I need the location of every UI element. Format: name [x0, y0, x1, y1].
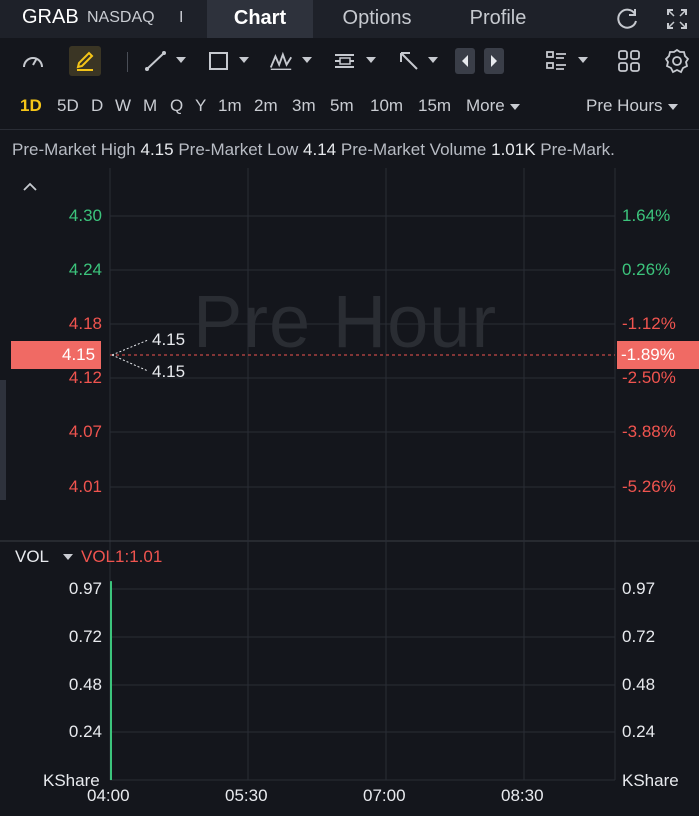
period-m[interactable]: M — [143, 96, 158, 115]
scroll-right-button[interactable] — [484, 48, 504, 74]
scroll-right-icon — [491, 55, 497, 67]
pre-market-info-bar: Pre-Market High 4.15 Pre-Market Low 4.14… — [12, 140, 699, 164]
pm-volume-label: Pre-Market Volume — [340, 140, 487, 159]
tab-chart[interactable]: Chart — [207, 0, 313, 38]
price-tick-label: 4.18 — [68, 314, 102, 333]
volume-bar — [110, 581, 112, 780]
period-1m[interactable]: 1m — [218, 96, 242, 115]
volume-unit-right: KShare — [622, 771, 679, 790]
period-5d[interactable]: 5D — [57, 96, 79, 115]
more-label: More — [466, 96, 505, 115]
period-d[interactable]: D — [91, 96, 104, 115]
period-selector: 1D 5D D W M Q Y 1m 2m 3m 5m 10m 15m More… — [0, 84, 699, 130]
chart-watermark: Pre Hour — [193, 280, 498, 363]
volume-tick-label-right: 0.97 — [622, 579, 656, 598]
volume-tick-label: 0.72 — [68, 627, 102, 646]
chevron-down-icon[interactable] — [63, 554, 73, 560]
time-tick-label: 07:00 — [363, 786, 406, 805]
volume-unit-left: KShare — [43, 771, 100, 790]
price-tick-label: 4.12 — [68, 368, 102, 387]
pm-low-label: Pre-Market Low — [178, 140, 299, 159]
more-periods-dropdown[interactable]: More — [466, 96, 520, 116]
period-y[interactable]: Y — [195, 96, 207, 115]
time-tick-label: 05:30 — [225, 786, 268, 805]
period-3m[interactable]: 3m — [292, 96, 316, 115]
percent-tick-label: -5.26% — [622, 477, 676, 496]
pm-high-value: 4.15 — [140, 140, 174, 159]
period-w[interactable]: W — [115, 96, 132, 115]
ticker-symbol: GRAB — [22, 6, 79, 28]
high-marker-label: 4.15 — [152, 330, 186, 349]
chevron-down-icon — [509, 103, 520, 110]
volume-tick-label: 0.24 — [68, 722, 102, 741]
refresh-icon[interactable] — [615, 6, 641, 32]
percent-tick-label: -2.50% — [622, 368, 676, 387]
period-15m[interactable]: 15m — [418, 96, 452, 115]
price-tick-label: 4.01 — [68, 477, 102, 496]
current-price-tag: 4.15 — [11, 341, 101, 369]
low-marker-label: 4.15 — [152, 362, 186, 381]
trend-line-caret[interactable] — [176, 57, 186, 63]
text-note-caret[interactable] — [366, 57, 376, 63]
scroll-left-button[interactable] — [455, 48, 475, 74]
volume-tick-label: 0.97 — [68, 579, 102, 598]
pattern-caret[interactable] — [302, 57, 312, 63]
pattern-icon[interactable] — [268, 48, 294, 74]
percent-tick-label: 1.64% — [622, 206, 671, 225]
volume-tick-label: 0.48 — [68, 675, 102, 694]
exchange-name: NASDAQ — [87, 9, 155, 26]
pm-high-label: Pre-Market High — [12, 140, 136, 159]
low-marker-line — [111, 354, 149, 372]
percent-tick-label: 0.26% — [622, 260, 671, 279]
settings-icon[interactable] — [664, 48, 690, 74]
text-note-icon[interactable] — [332, 48, 358, 74]
volume-title[interactable]: VOL — [15, 547, 50, 566]
indicator-list-icon[interactable] — [544, 48, 570, 74]
period-1d[interactable]: 1D — [20, 96, 42, 115]
period-2m[interactable]: 2m — [254, 96, 278, 115]
tab-profile[interactable]: Profile — [469, 7, 527, 29]
period-5m[interactable]: 5m — [330, 96, 354, 115]
current-change-tag: -1.89% — [617, 341, 699, 369]
session-dropdown[interactable]: Pre Hours — [586, 96, 678, 116]
top-header: GRAB NASDAQ I Chart Options Profile — [0, 0, 699, 38]
rectangle-caret[interactable] — [239, 57, 249, 63]
arrow-caret[interactable] — [428, 57, 438, 63]
trend-line-icon[interactable] — [143, 48, 169, 74]
gauge-icon[interactable] — [20, 48, 46, 74]
volume-tick-label-right: 0.72 — [622, 627, 656, 646]
time-tick-label: 08:30 — [501, 786, 544, 805]
price-tick-label: 4.30 — [68, 206, 102, 225]
session-label: Pre Hours — [586, 96, 663, 115]
time-tick-label: 04:00 — [87, 786, 130, 805]
left-drag-handle[interactable] — [0, 380, 6, 500]
layout-grid-icon[interactable] — [616, 48, 642, 74]
indicator-list-caret[interactable] — [578, 57, 588, 63]
period-10m[interactable]: 10m — [370, 96, 404, 115]
rectangle-icon[interactable] — [206, 48, 232, 74]
pencil-button[interactable] — [69, 46, 101, 76]
arrow-icon[interactable] — [396, 48, 422, 74]
pencil-icon — [76, 51, 94, 71]
toolbar-divider — [127, 52, 128, 72]
chevron-down-icon — [667, 103, 678, 110]
percent-tick-label: -1.12% — [622, 314, 676, 333]
fullscreen-icon[interactable] — [664, 6, 690, 32]
high-marker-line — [111, 339, 149, 356]
pm-low-value: 4.14 — [303, 140, 337, 159]
drawing-toolbar — [0, 38, 699, 84]
percent-tick-label: -3.88% — [622, 422, 676, 441]
pm-volume-value: 1.01K — [491, 140, 536, 159]
volume-tick-label-right: 0.48 — [622, 675, 656, 694]
tab-options[interactable]: Options — [342, 7, 412, 29]
price-tick-label: 4.24 — [68, 260, 102, 279]
volume-indicator-value: VOL1:1.01 — [81, 547, 163, 566]
volume-tick-label-right: 0.24 — [622, 722, 656, 741]
price-tick-label: 4.07 — [68, 422, 102, 441]
pm-overflow-label: Pre-Mark. — [540, 140, 615, 159]
period-q[interactable]: Q — [170, 96, 184, 115]
header-separator: I — [179, 9, 184, 26]
scroll-left-icon — [462, 55, 468, 67]
